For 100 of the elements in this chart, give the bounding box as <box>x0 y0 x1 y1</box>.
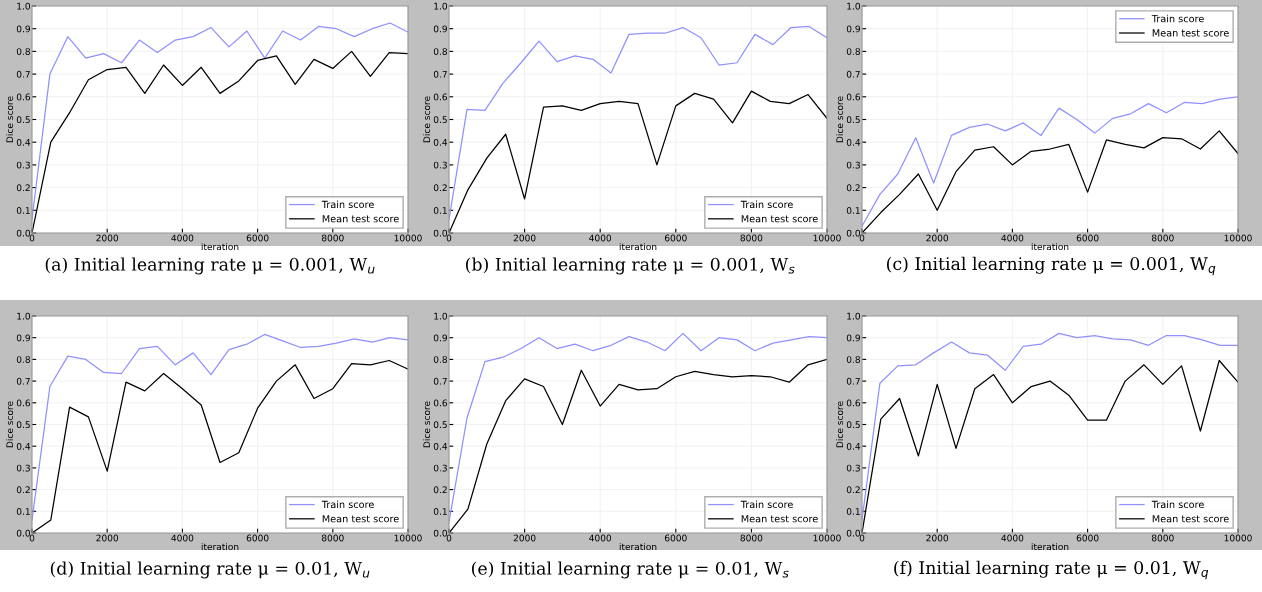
y-tick-label: 0.0 <box>16 529 31 537</box>
y-tick-label: 0.3 <box>16 161 30 169</box>
y-tick-label: 0.2 <box>16 184 30 192</box>
y-axis-title: Dice score <box>423 401 431 448</box>
y-tick-label: 1.0 <box>17 312 31 320</box>
x-axis-title: iteration <box>201 243 239 251</box>
y-tick-label: 0.0 <box>846 529 861 537</box>
x-tick-label: 8000 <box>321 234 344 242</box>
y-axis-title: Dice score <box>836 96 844 143</box>
text: (c) Initial learning rate μ = 0.001, W$_{q}$ <box>887 256 1216 276</box>
y-tick-label: 0.5 <box>16 421 30 429</box>
y-tick-label: 0.3 <box>16 464 30 472</box>
x-tick-label: 10000 <box>813 534 841 542</box>
x-tick-label: 2000 <box>926 534 949 542</box>
y-tick-label: 0.1 <box>846 508 860 515</box>
x-tick-label: 2000 <box>96 534 119 542</box>
legend-label: Mean test score <box>322 515 399 523</box>
x-tick-label: 8000 <box>321 534 344 542</box>
y-tick-label: 0.6 <box>16 399 31 407</box>
y-tick-label: 0.7 <box>433 70 447 78</box>
y-tick-label: 0.8 <box>16 48 30 55</box>
x-tick-label: 10000 <box>1224 534 1252 542</box>
y-tick-label: 0.2 <box>433 486 447 494</box>
y-tick-label: 0.6 <box>433 399 448 407</box>
x-tick-label: 4000 <box>589 534 612 542</box>
x-tick-label: 0 <box>859 534 865 542</box>
x-tick-label: 6000 <box>246 234 269 242</box>
y-tick-label: 1.0 <box>17 2 31 10</box>
y-tick-label: 0.6 <box>846 93 861 101</box>
x-tick-label: 8000 <box>740 234 763 242</box>
y-tick-label: 0.8 <box>846 48 860 55</box>
y-tick-label: 0.6 <box>846 399 861 407</box>
y-tick-label: 0.5 <box>433 421 447 429</box>
y-tick-label: 0.5 <box>16 116 30 124</box>
text: (a) Initial learning rate μ = 0.001, W$_{u}$ <box>45 257 375 275</box>
y-tick-label: 0.4 <box>16 138 31 146</box>
legend-label: Mean test score <box>1152 29 1229 37</box>
y-tick-label: 0.4 <box>846 442 861 450</box>
x-axis-title: iteration <box>1031 543 1069 551</box>
x-tick-label: 0 <box>29 534 35 542</box>
x-tick-label: 0 <box>859 234 865 242</box>
legend-label: Mean test score <box>741 515 818 523</box>
y-tick-label: 0.9 <box>433 25 447 33</box>
text: (b) Initial learning rate μ = 0.001, W$_{s}$ <box>466 257 795 275</box>
y-tick-label: 0.1 <box>16 508 30 515</box>
x-tick-label: 2000 <box>513 234 536 242</box>
y-tick-label: 0.2 <box>846 184 860 192</box>
x-tick-label: 6000 <box>664 534 687 542</box>
y-tick-label: 0.0 <box>433 229 448 237</box>
y-tick-label: 1.0 <box>847 312 861 320</box>
y-tick-label: 1.0 <box>434 312 448 320</box>
y-tick-label: 0.9 <box>16 334 30 342</box>
y-tick-label: 1.0 <box>847 2 861 10</box>
y-tick-label: 0.2 <box>846 486 860 494</box>
legend-label: Mean test score <box>741 215 818 223</box>
y-tick-label: 0.9 <box>16 25 30 33</box>
y-tick-label: 0.7 <box>846 377 860 385</box>
legend-label: Train score <box>740 500 793 509</box>
x-axis-title: iteration <box>201 543 239 551</box>
x-tick-label: 10000 <box>813 234 841 242</box>
x-axis-title: iteration <box>619 243 657 251</box>
x-tick-label: 6000 <box>246 534 269 542</box>
y-tick-label: 0.2 <box>16 486 30 494</box>
text: (f) Initial learning rate μ = 0.01, W$_{q}$ <box>894 560 1209 580</box>
y-tick-label: 0.7 <box>846 70 860 78</box>
text: (d) Initial learning rate μ = 0.01, W$_{u}$ <box>50 561 370 579</box>
legend-label: Train score <box>1151 14 1204 23</box>
x-tick-label: 4000 <box>1001 234 1024 242</box>
x-axis-title: iteration <box>1031 243 1069 251</box>
legend-label: Train score <box>321 500 374 509</box>
y-tick-label: 0.5 <box>846 421 860 429</box>
x-tick-label: 8000 <box>740 534 763 542</box>
y-tick-label: 0.9 <box>846 25 860 33</box>
y-tick-label: 0.5 <box>433 116 447 124</box>
x-tick-label: 6000 <box>1076 534 1099 542</box>
y-axis-title: Dice score <box>423 96 431 143</box>
y-tick-label: 0.4 <box>433 138 448 146</box>
x-tick-label: 6000 <box>664 234 687 242</box>
x-tick-label: 10000 <box>394 534 422 542</box>
y-tick-label: 0.8 <box>846 356 860 363</box>
y-tick-label: 0.3 <box>433 464 447 472</box>
legend-label: Train score <box>321 200 374 209</box>
x-tick-label: 2000 <box>96 234 119 242</box>
x-tick-label: 8000 <box>1151 534 1174 542</box>
y-tick-label: 0.9 <box>433 334 447 342</box>
y-tick-label: 0.1 <box>433 207 447 214</box>
y-tick-label: 1.0 <box>434 2 448 10</box>
legend-label: Train score <box>740 200 793 209</box>
x-tick-label: 10000 <box>394 234 422 242</box>
x-tick-label: 4000 <box>589 234 612 242</box>
y-tick-label: 0.4 <box>846 138 861 146</box>
x-tick-label: 4000 <box>1001 534 1024 542</box>
x-tick-label: 6000 <box>1076 234 1099 242</box>
y-tick-label: 0.7 <box>16 70 30 78</box>
x-axis-title: iteration <box>619 543 657 551</box>
x-tick-label: 2000 <box>926 234 949 242</box>
x-tick-label: 0 <box>446 534 452 542</box>
y-axis-title: Dice score <box>836 401 844 448</box>
legend-label: Mean test score <box>322 215 399 223</box>
y-tick-label: 0.4 <box>16 442 31 450</box>
